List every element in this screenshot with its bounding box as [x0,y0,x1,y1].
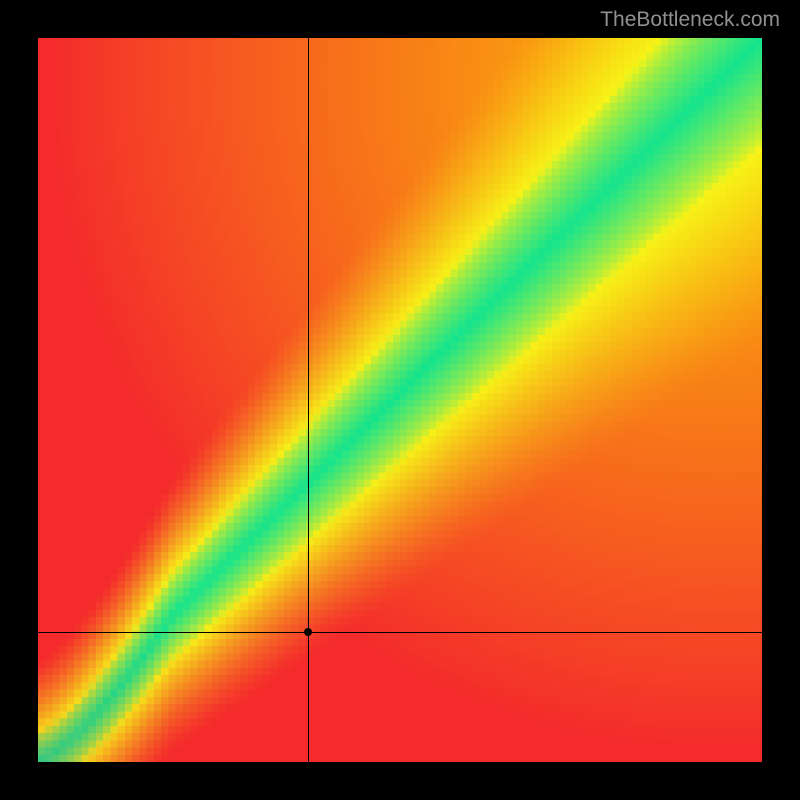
heatmap-plot [38,38,762,762]
crosshair-horizontal [38,632,762,633]
bottleneck-marker-dot [304,628,312,636]
heatmap-canvas [38,38,762,762]
site-watermark: TheBottleneck.com [600,8,780,32]
crosshair-vertical [308,38,309,762]
